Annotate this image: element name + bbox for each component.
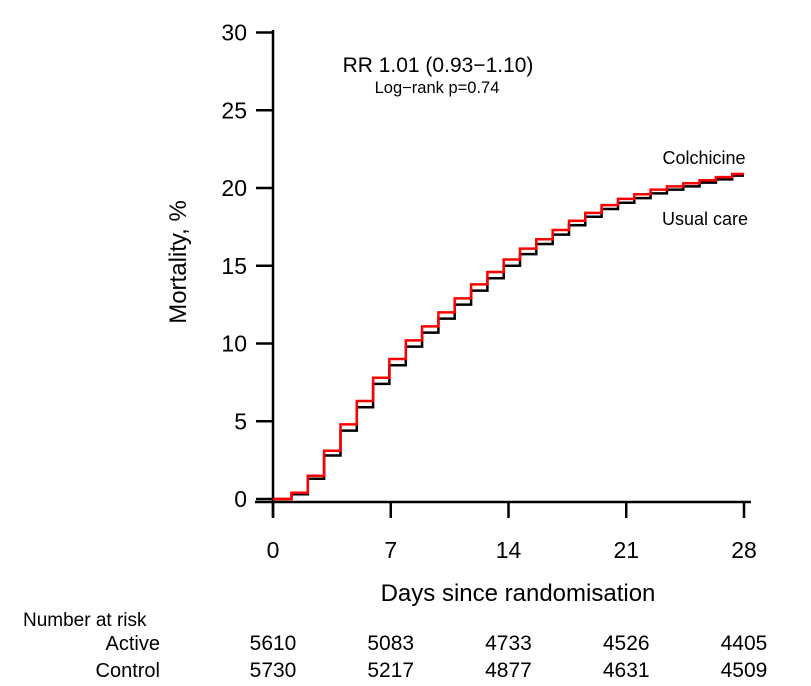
y-tick-label: 20 <box>221 175 247 201</box>
x-tick-label: 14 <box>496 537 522 563</box>
risk-value: 5730 <box>250 659 297 682</box>
risk-value: 4405 <box>721 632 768 655</box>
x-axis-ticks: 0 7 14 21 28 <box>267 502 757 563</box>
legend-label-usual-care: Usual care <box>662 209 748 229</box>
risk-value-rows: 5610 5083 4733 4526 4405 5730 5217 4877 4631 4509 <box>250 632 768 682</box>
curve-colchicine <box>273 172 744 501</box>
risk-value: 5610 <box>250 632 297 655</box>
risk-value: 4733 <box>485 632 532 655</box>
x-tick-label: 28 <box>731 537 757 563</box>
y-tick-label: 25 <box>221 97 247 123</box>
risk-value: 4631 <box>603 659 650 682</box>
y-axis-title: Mortality, % <box>165 200 192 324</box>
rr-annotation: RR 1.01 (0.93−1.10) <box>343 54 534 77</box>
risk-row-label-control: Control <box>96 660 160 682</box>
risk-value: 5217 <box>367 659 414 682</box>
x-tick-label: 0 <box>267 537 280 563</box>
y-tick-label: 30 <box>221 20 247 46</box>
risk-row-label-active: Active <box>106 633 160 655</box>
risk-value: 5083 <box>367 632 414 655</box>
risk-value: 4509 <box>721 659 768 682</box>
x-tick-label: 7 <box>384 537 397 563</box>
y-tick-label: 5 <box>234 408 247 434</box>
y-tick-label: 0 <box>234 486 247 512</box>
y-tick-label: 15 <box>221 253 247 279</box>
x-axis-title: Days since randomisation <box>381 580 656 607</box>
legend-label-colchicine: Colchicine <box>662 148 745 168</box>
logrank-annotation: Log−rank p=0.74 <box>375 79 500 97</box>
number-at-risk-title: Number at risk <box>23 610 147 631</box>
survival-curves <box>273 172 744 501</box>
y-axis-ticks: 0 5 10 15 20 25 30 <box>221 20 273 512</box>
x-tick-label: 21 <box>613 537 639 563</box>
y-tick-label: 10 <box>221 331 247 357</box>
risk-value: 4877 <box>485 659 532 682</box>
risk-value: 4526 <box>603 632 650 655</box>
